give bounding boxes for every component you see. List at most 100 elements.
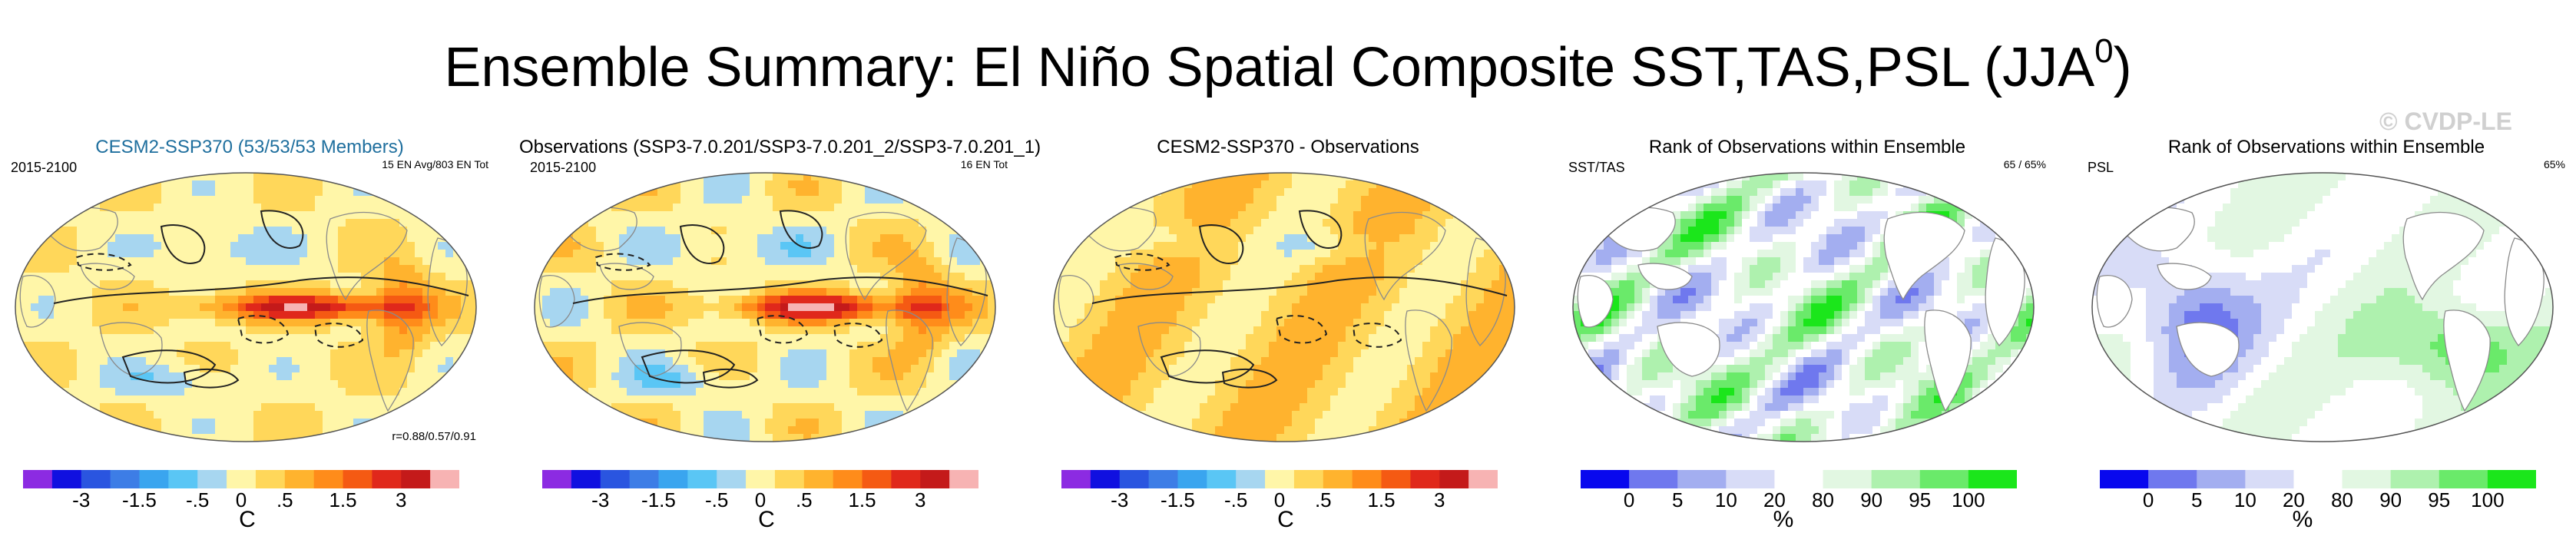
continent-outline [538, 275, 575, 328]
colorbar-swatch [1629, 470, 1678, 488]
colorbar-tick-labels: 0 5 10 20 80 90 95 100 [1581, 488, 2017, 515]
psl-contour-negative [1114, 253, 1170, 271]
colorbar-swatch [1293, 470, 1324, 488]
colorbar-tick-label: 1.5 [329, 488, 357, 511]
colorbar-swatch [687, 470, 717, 488]
colorbar-swatch [1148, 470, 1178, 488]
colorbar [2100, 470, 2536, 488]
colorbar-tick-label: 90 [2379, 488, 2402, 511]
colorbar-swatch [542, 470, 572, 488]
psl-contour-positive [1298, 210, 1343, 249]
colorbar-tick-label: .5 [795, 488, 813, 511]
map-border [2091, 172, 2554, 442]
continent-outline [2402, 211, 2485, 301]
colorbar-tick-label: 10 [1714, 488, 1737, 511]
colorbar-swatch [949, 470, 978, 488]
colorbar-swatch [23, 470, 53, 488]
colorbar-tick-label: .5 [1314, 488, 1332, 511]
colorbar-swatch [629, 470, 659, 488]
colorbar-unit: C [758, 507, 775, 532]
colorbar-tick-label: -3 [72, 488, 91, 511]
psl-contour-positive [1221, 368, 1278, 389]
colorbar-swatch [2487, 470, 2536, 488]
colorbar-swatch [81, 470, 111, 488]
psl-contour-positive [779, 210, 823, 249]
colorbar [1061, 470, 1498, 488]
colorbar-swatch [255, 470, 286, 488]
colorbar-swatch [2439, 470, 2488, 488]
colorbar-swatch [862, 470, 892, 488]
colorbar-tick-label: 5 [1671, 488, 1684, 511]
colorbar-swatch [1090, 470, 1121, 488]
colorbar-tick-label: 95 [2428, 488, 2451, 511]
colorbar-swatch [1119, 470, 1150, 488]
colorbar-swatch [110, 470, 140, 488]
colorbar-swatch [197, 470, 227, 488]
colorbar-swatch [2100, 470, 2149, 488]
pattern-correlation: r=0.88/0.57/0.91 [392, 430, 476, 443]
map-field [1054, 173, 1515, 442]
psl-contour-positive [1198, 224, 1244, 264]
panel-title: CESM2-SSP370 - Observations [1157, 137, 1419, 157]
map-border [1572, 172, 2035, 442]
continent-outline [1883, 211, 1965, 301]
panel-rank-percent: 65 / 65% [2003, 158, 2046, 170]
chart-title-text: Ensemble Summary: El Niño Spatial Compos… [444, 37, 2095, 98]
psl-contour-positive [702, 368, 759, 389]
panel-title: CESM2-SSP370 (53/53/53 Members) [95, 137, 404, 157]
psl-contour-positive [160, 224, 206, 264]
colorbar-tick-label: .5 [276, 488, 293, 511]
map-field [535, 173, 995, 442]
colorbar-swatch [2342, 470, 2392, 488]
psl-contour-negative [756, 315, 809, 344]
colorbar-tick-label: 0 [2142, 488, 2154, 511]
panel-rank-sst-tas: Rank of Observations within Ensemble SST… [1558, 131, 2057, 532]
colorbar-swatch [1352, 470, 1382, 488]
colorbar-tick-label: -.5 [186, 488, 210, 511]
colorbar-tick-label: 3 [1434, 488, 1445, 511]
colorbar-swatch [1323, 470, 1353, 488]
colorbar-swatch [372, 470, 402, 488]
colorbar-tick-label: 0 [1273, 488, 1286, 511]
map-cesm2 [15, 172, 477, 442]
colorbar [1581, 470, 2017, 488]
psl-contour-negative [594, 253, 651, 271]
continent-outline [1577, 275, 1614, 328]
psl-contour-positive [260, 210, 304, 249]
panel-event-count: 16 EN Tot [960, 158, 1008, 170]
colorbar-swatch [1581, 470, 1630, 488]
colorbar-swatch [1871, 470, 1921, 488]
colorbar-tick-labels: -3 -1.5 -.5 0 .5 1.5 3 [23, 488, 459, 515]
map-observations [534, 172, 996, 442]
continent-outline [1118, 263, 1174, 290]
colorbar-tick-label: 90 [1860, 488, 1883, 511]
colorbar-swatch [2293, 470, 2343, 488]
panel-cesm2: CESM2-SSP370 (53/53/53 Members) 2015-210… [0, 131, 499, 532]
colorbar-tick-labels: -3 -1.5 -.5 0 .5 1.5 3 [542, 488, 978, 515]
colorbar-unit: % [2292, 507, 2313, 532]
colorbar-tick-label: -1.5 [641, 488, 676, 511]
continent-outline [618, 322, 682, 377]
map-rank-psl [2091, 172, 2554, 442]
psl-contour-positive [1160, 349, 1255, 384]
continent-outline [1405, 309, 1452, 412]
colorbar-swatch [600, 470, 631, 488]
colorbar-swatch [891, 470, 921, 488]
continent-outline [1657, 322, 1720, 377]
colorbar-swatch [2197, 470, 2246, 488]
colorbar-swatch [571, 470, 601, 488]
continent-outline [1924, 309, 1972, 412]
continent-outline [1058, 275, 1094, 328]
colorbar [23, 470, 459, 488]
colorbar-swatch [2390, 470, 2440, 488]
map-field [15, 173, 476, 442]
colorbar-swatch [401, 470, 431, 488]
colorbar-tick-label: 0 [754, 488, 767, 511]
colorbar-swatch [920, 470, 950, 488]
continent-outline [886, 309, 933, 412]
colorbar-swatch [1061, 470, 1091, 488]
colorbar-tick-label: -.5 [705, 488, 729, 511]
colorbar-unit: C [239, 507, 256, 532]
continent-outline [1637, 263, 1693, 290]
colorbar-swatch [1823, 470, 1872, 488]
